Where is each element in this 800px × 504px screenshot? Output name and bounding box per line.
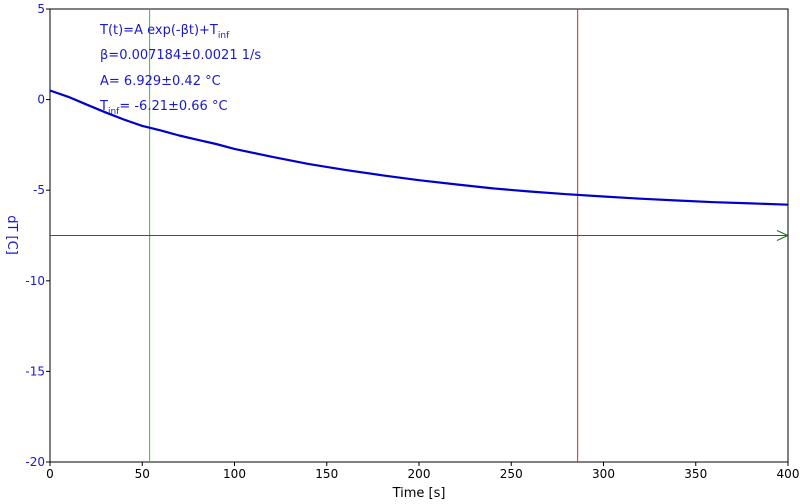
series-group <box>49 89 789 206</box>
y-tick-label: -5 <box>33 183 45 197</box>
y-tick-label: 5 <box>37 2 45 16</box>
annotation-amplitude: A= 6.929±0.42 °C <box>100 74 221 89</box>
x-tick-label: 300 <box>592 467 615 481</box>
annotation-tinf-prefix: T <box>99 99 108 114</box>
x-tick-label: 100 <box>223 467 246 481</box>
annotation-tinf-value: = -6.21±0.66 °C <box>119 99 227 114</box>
x-tick-label: 150 <box>315 467 338 481</box>
annotation-formula-main: T(t)=A exp(-βt)+T <box>99 23 218 38</box>
x-tick-label: 50 <box>135 467 150 481</box>
annotation-formula-sub: inf <box>218 31 230 41</box>
y-tick-label: -20 <box>25 455 45 469</box>
x-tick-label: 350 <box>684 467 707 481</box>
x-ticks: 0 50 100 150 200 250 300 350 400 <box>46 462 799 481</box>
y-tick-label: -15 <box>25 364 45 378</box>
annotation-beta: β=0.007184±0.0021 1/s <box>100 48 261 63</box>
x-tick-label: 250 <box>500 467 523 481</box>
annotation-formula: T(t)=A exp(-βt)+Tinf <box>99 23 230 41</box>
x-tick-label: 200 <box>408 467 431 481</box>
y-tick-label: 0 <box>37 93 45 107</box>
baseline-group <box>50 230 790 241</box>
annotation-tinf: Tinf= -6.21±0.66 °C <box>99 99 228 117</box>
series-line-0 <box>49 89 789 206</box>
x-tick-label: 400 <box>777 467 800 481</box>
x-tick-label: 0 <box>46 467 54 481</box>
annotation-tinf-sub: inf <box>108 107 120 117</box>
y-axis-title: dT [C] <box>4 215 19 255</box>
y-ticks: 5 0 -5 -10 -15 -20 <box>25 2 50 469</box>
baseline-arrow <box>776 230 790 241</box>
y-tick-label: -10 <box>25 274 45 288</box>
x-axis-title: Time [s] <box>392 486 446 501</box>
